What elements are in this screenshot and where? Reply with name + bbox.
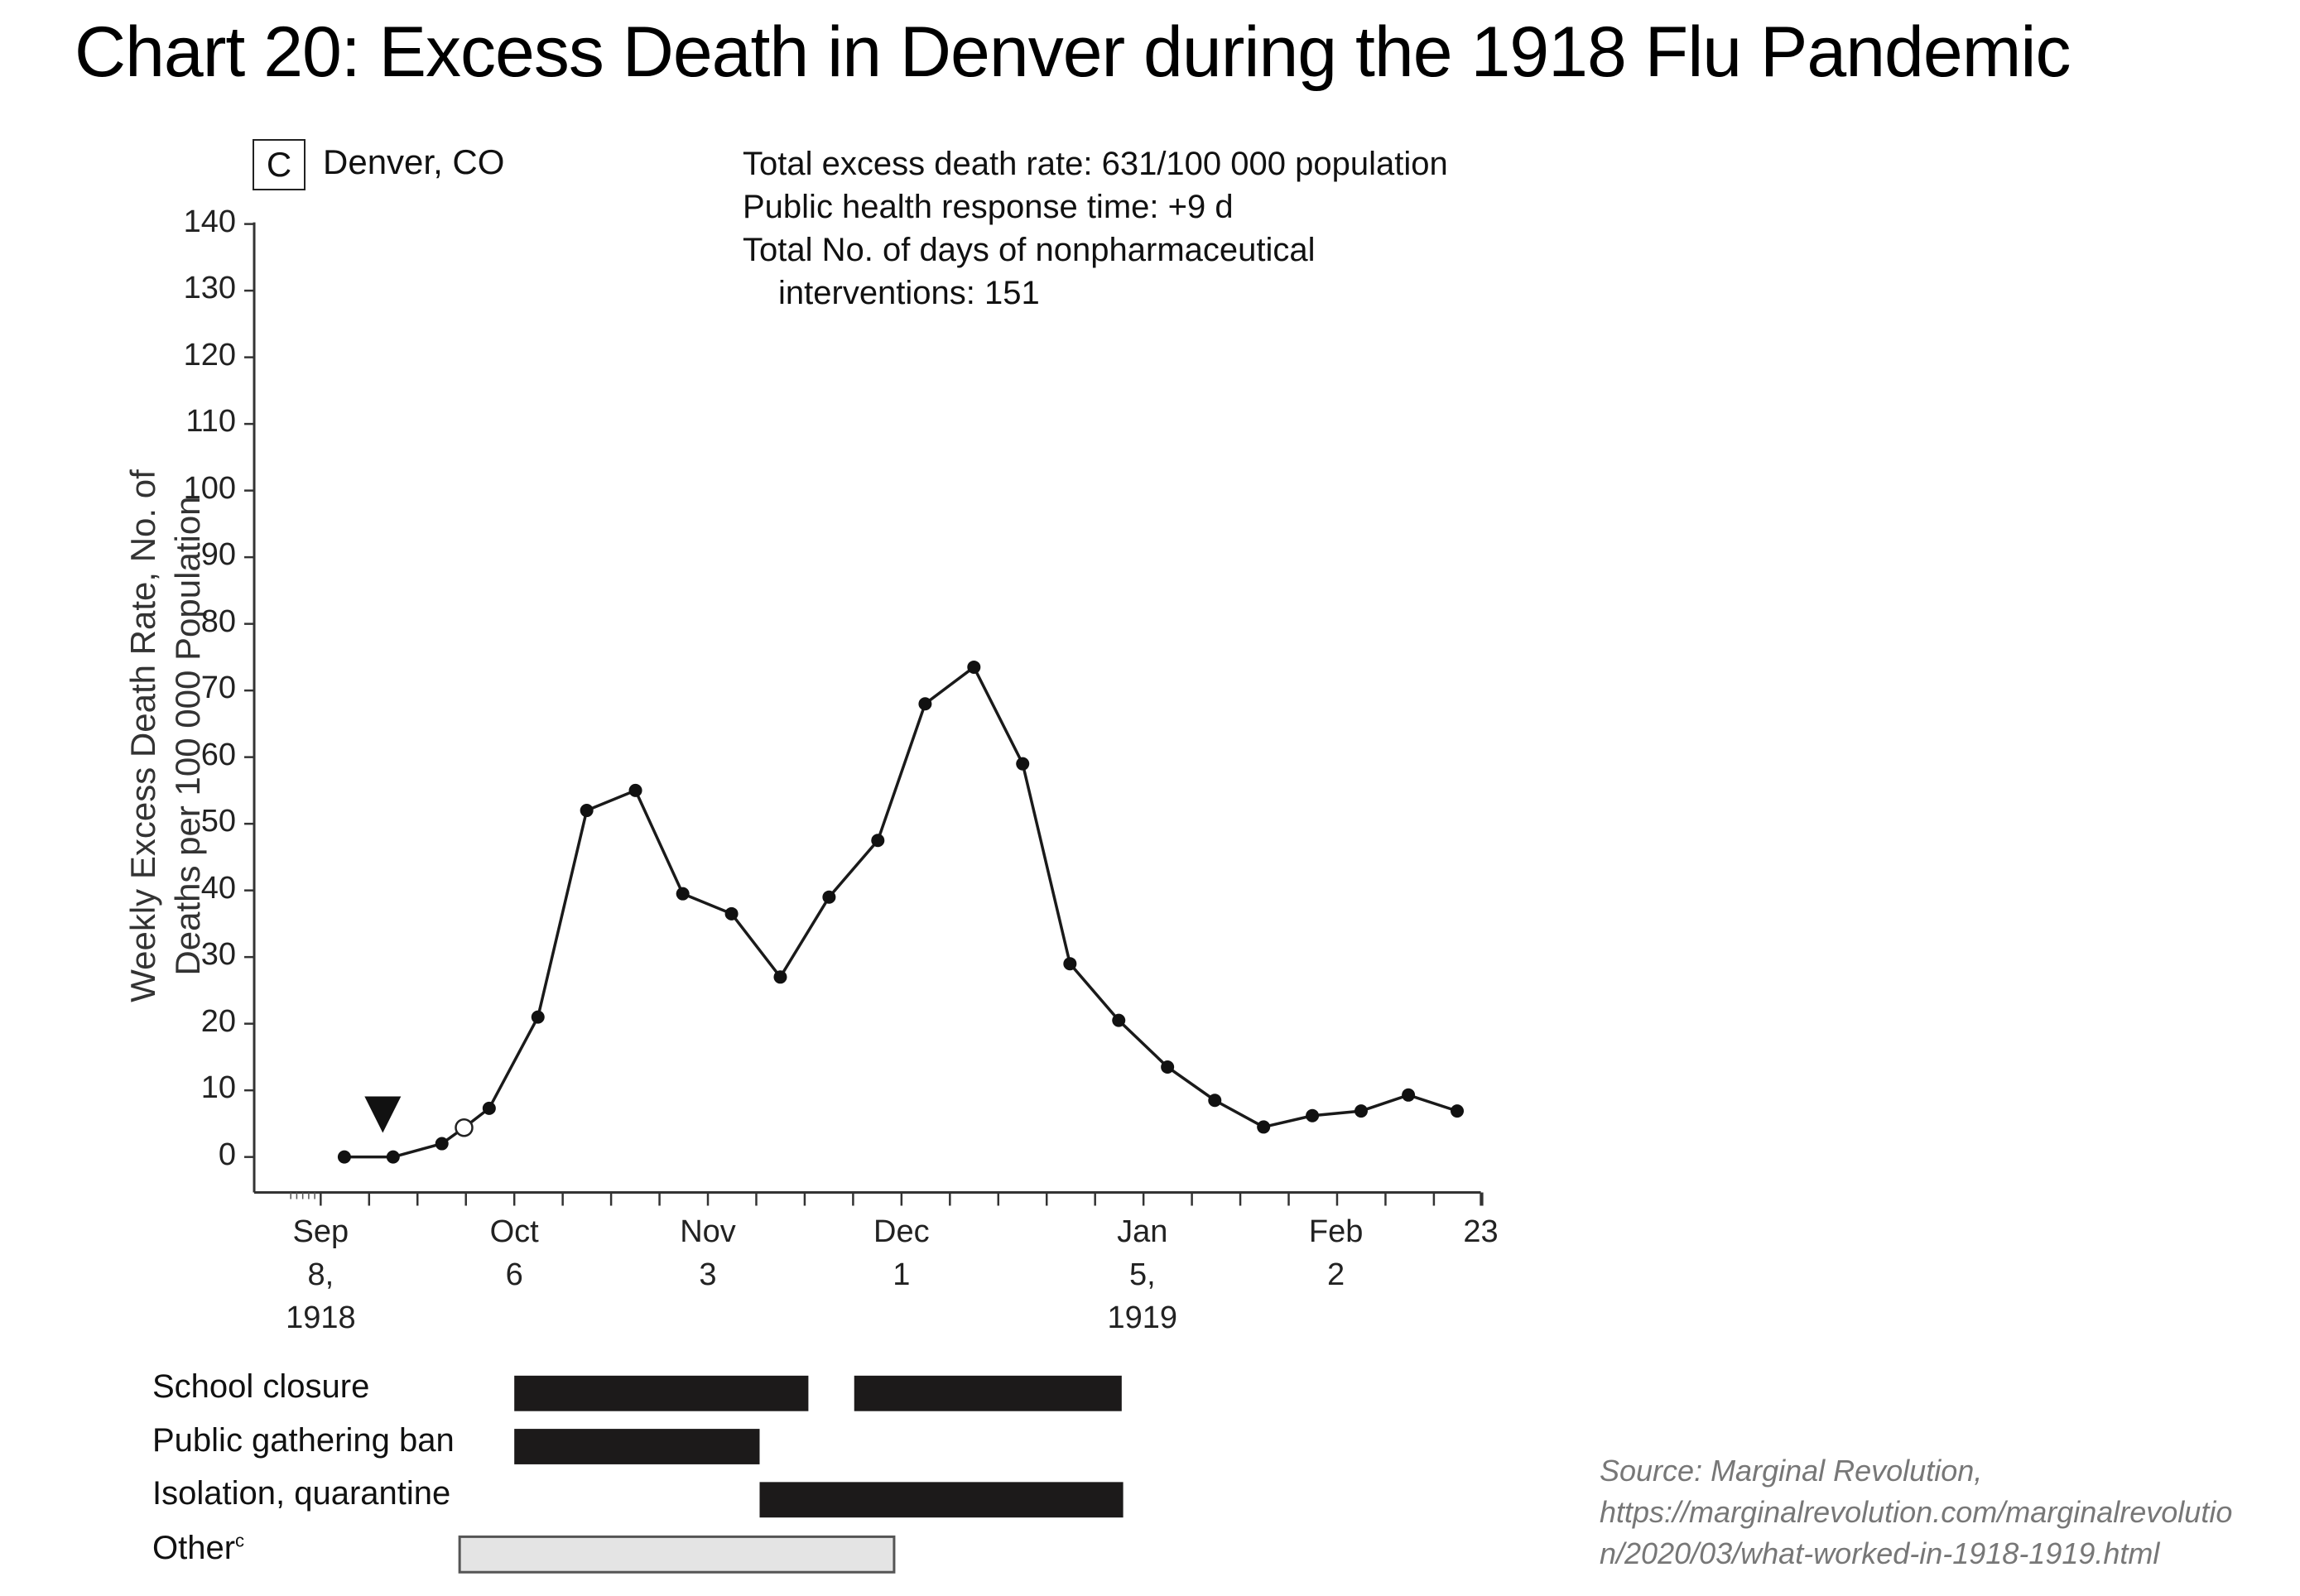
data-point [1354,1104,1368,1118]
y-tick-label: 0 [218,1137,237,1172]
y-tick-label: 130 [183,271,237,306]
y-tick-label: 50 [200,804,237,839]
intervention-bar [514,1375,809,1411]
x-tick-label: Nov 3 [650,1210,766,1339]
footnote-marker: c [235,1530,245,1551]
data-point [1112,1013,1126,1027]
data-line [344,665,1458,1159]
y-tick-label: 80 [200,603,237,639]
data-point [918,697,932,711]
intervention-label: Public gathering ban [152,1422,455,1459]
panel-city-label: Denver, CO [323,142,505,181]
x-tick-label: Jan 5, 1919 [1085,1210,1201,1339]
x-tick-label-line: Sep [292,1214,349,1250]
intervention-label-text: Other [152,1529,236,1566]
x-tick-label: Feb 2 [1278,1210,1394,1339]
data-point [435,1137,449,1151]
data-point [386,1150,400,1164]
open-data-marker [455,1118,474,1137]
source-line-2: https://marginalrevolution.com/marginalr… [1600,1495,2233,1529]
page-title: Chart 20: Excess Death in Denver during … [75,12,2071,92]
data-point [1063,957,1077,971]
y-tick-label: 110 [185,404,237,440]
y-tick-label: 90 [200,537,237,573]
intervention-label: School closure [152,1368,369,1406]
x-tick-label-line: 8, [307,1257,334,1293]
intervention-label-text: School closure [152,1368,370,1406]
data-point [1402,1088,1416,1102]
data-point [871,834,885,848]
y-tick-label: 40 [200,870,237,906]
y-tick-label: 120 [183,337,237,373]
x-tick-label: Dec 1 [844,1210,960,1339]
intervention-label-text: Public gathering ban [152,1421,455,1459]
triangle-marker-icon [364,1096,402,1133]
x-tick-label-line: 6 [505,1257,523,1293]
data-point [724,906,739,921]
x-tick-label-line: 1 [893,1257,911,1293]
x-tick-label: Sep 8, 1918 [262,1210,378,1339]
data-point [482,1101,496,1115]
source-line-3: n/2020/03/what-worked-in-1918-1919.html [1600,1536,2160,1570]
x-tick-label-line: Oct [489,1214,539,1250]
source-line-1: Source: Marginal Revolution, [1600,1454,1983,1488]
intervention-label-text: Isolation, quarantine [152,1474,451,1512]
y-tick-label: 60 [200,737,237,772]
data-point [1016,757,1030,771]
y-tick-label: 140 [183,204,237,239]
data-point [1451,1104,1465,1118]
data-point [531,1010,545,1024]
y-tick-label: 70 [200,671,237,706]
x-tick-label-line: Feb [1308,1214,1364,1250]
annotation-total-excess: Total excess death rate: 631/100 000 pop… [743,146,1448,182]
data-point [676,887,690,901]
data-point [337,1150,351,1164]
x-tick-label-line: 3 [699,1257,717,1293]
y-tick-label: 30 [200,937,237,973]
annotation-npi-days-1: Total No. of days of nonpharmaceutical [743,232,1316,268]
x-tick-label: 23 [1423,1210,1539,1339]
intervention-bar [854,1375,1122,1411]
data-point [773,970,787,984]
x-tick-label-line: 1919 [1107,1300,1178,1336]
x-tick-label-line: Nov [680,1214,736,1250]
data-point [580,804,594,818]
annotation-response-time: Public health response time: +9 d [743,189,1234,225]
x-tick-label-line: 2 [1327,1257,1345,1293]
x-tick-label-line: Dec [873,1214,930,1250]
data-point [1306,1108,1320,1122]
x-tick-label: Oct 6 [456,1210,572,1339]
intervention-bar [759,1482,1124,1518]
x-tick-label-line: Jan [1117,1214,1168,1250]
x-tick-label-line: 5, [1128,1257,1156,1293]
intervention-bar [514,1429,760,1464]
data-point [1161,1060,1175,1074]
data-point [628,783,642,797]
annotation-npi-days-2: interventions: 151 [778,275,1040,311]
data-point [822,890,836,904]
data-point [1257,1120,1271,1134]
intervention-label: Isolation, quarantine [152,1475,450,1512]
intervention-bar [458,1535,896,1574]
x-tick-label-line: 23 [1463,1214,1499,1250]
y-tick-label: 10 [200,1070,237,1106]
y-tick-label: 20 [200,1003,237,1039]
intervention-label: Otherc [152,1530,244,1567]
y-tick-label: 100 [183,470,237,506]
source-citation: Source: Marginal Revolution, https://mar… [1600,1450,2295,1574]
data-point [967,660,981,674]
panel-letter-box: C [253,139,306,190]
data-point [1208,1094,1222,1108]
x-tick-label-line: 1918 [286,1300,356,1336]
